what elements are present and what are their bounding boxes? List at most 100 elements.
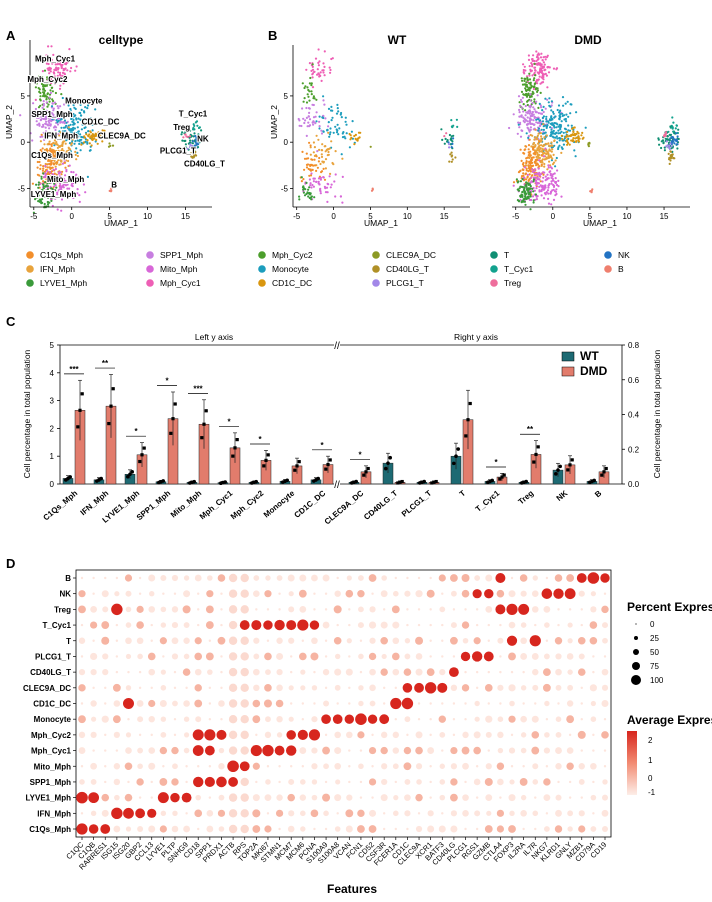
dot — [555, 747, 562, 754]
dot — [185, 686, 188, 690]
umap-point — [356, 137, 360, 140]
dot — [508, 684, 516, 692]
umap-point — [74, 114, 77, 117]
bar-category-label: T — [458, 489, 468, 499]
umap-point — [56, 105, 59, 108]
umap-point — [530, 122, 533, 125]
dot — [392, 637, 400, 645]
umap-point — [69, 70, 72, 73]
dot — [125, 826, 132, 832]
umap-point — [550, 174, 553, 177]
umap-point — [310, 198, 313, 201]
umap-point — [522, 71, 525, 74]
umap-point — [89, 117, 92, 120]
legend-dot — [490, 251, 498, 259]
dot — [534, 827, 537, 831]
dot — [218, 794, 225, 801]
umap-point — [529, 68, 532, 71]
dot — [217, 809, 226, 817]
umap-point — [546, 86, 549, 89]
umap-point — [543, 151, 546, 155]
umap-point — [550, 115, 553, 118]
dot — [78, 605, 86, 614]
umap-point — [320, 79, 323, 82]
umap-point — [669, 159, 672, 162]
umap-point — [548, 66, 551, 69]
dot — [240, 730, 249, 740]
umap-point — [35, 120, 38, 123]
dot — [321, 714, 331, 724]
dot — [207, 669, 213, 675]
umap-point — [524, 173, 527, 176]
dot — [262, 744, 274, 757]
umap-point — [38, 198, 41, 201]
umap-point — [553, 184, 556, 187]
umap-point — [44, 126, 47, 129]
umap-point — [86, 142, 89, 145]
umap-point — [667, 144, 671, 147]
data-point — [285, 478, 290, 483]
dot — [171, 825, 179, 833]
dot — [485, 794, 493, 802]
cluster-label: CLEC9A_DC — [98, 131, 146, 140]
dot — [577, 730, 586, 739]
umap-point — [574, 137, 577, 140]
dot — [544, 622, 550, 628]
umap-point — [544, 147, 547, 150]
dot — [287, 825, 295, 833]
umap-point — [62, 179, 65, 182]
dot — [508, 621, 516, 629]
umap-point — [520, 100, 524, 103]
dot — [381, 763, 388, 770]
umap-point — [58, 145, 61, 148]
dot — [78, 747, 86, 754]
dot — [183, 747, 190, 754]
umap-point — [77, 117, 80, 120]
umap-point — [45, 54, 48, 57]
data-point — [422, 479, 427, 484]
dot — [288, 606, 295, 613]
umap-point — [531, 74, 534, 77]
axis-break-top: // — [334, 341, 340, 352]
dot — [601, 668, 609, 676]
umap-point — [43, 138, 46, 141]
umap-point — [518, 200, 521, 203]
x-tick-label: 5 — [588, 212, 593, 221]
color-legend: 210-1 — [648, 736, 656, 797]
dot — [369, 668, 376, 676]
umap-point — [538, 185, 541, 188]
umap-point — [529, 87, 532, 90]
umap-point — [441, 138, 444, 141]
panel-b-xlabel-wt: UMAP_1 — [364, 218, 398, 228]
dot — [568, 780, 572, 784]
umap-point — [557, 179, 560, 182]
umap-point — [540, 194, 543, 197]
dot — [464, 717, 467, 721]
umap-point — [533, 98, 536, 101]
umap-point — [67, 149, 70, 152]
umap-point — [542, 171, 545, 174]
umap-point — [58, 87, 62, 90]
umap-point — [561, 96, 565, 99]
umap-point — [89, 130, 92, 133]
umap-point — [531, 58, 534, 61]
dot — [461, 684, 470, 692]
umap-point — [533, 170, 536, 173]
dot — [567, 810, 574, 817]
legend-wt-label: WT — [580, 349, 599, 363]
umap-point — [63, 140, 66, 143]
umap-point — [550, 130, 554, 133]
data-point — [262, 464, 266, 468]
umap-point — [448, 133, 451, 137]
dot — [495, 573, 506, 583]
dot — [429, 608, 432, 611]
umap-point — [528, 112, 531, 115]
data-point — [293, 468, 297, 472]
dot — [102, 653, 109, 660]
umap-point — [83, 135, 86, 138]
umap-point — [78, 140, 81, 143]
umap-point — [64, 142, 67, 145]
umap-point — [42, 180, 45, 183]
dot — [391, 605, 400, 614]
